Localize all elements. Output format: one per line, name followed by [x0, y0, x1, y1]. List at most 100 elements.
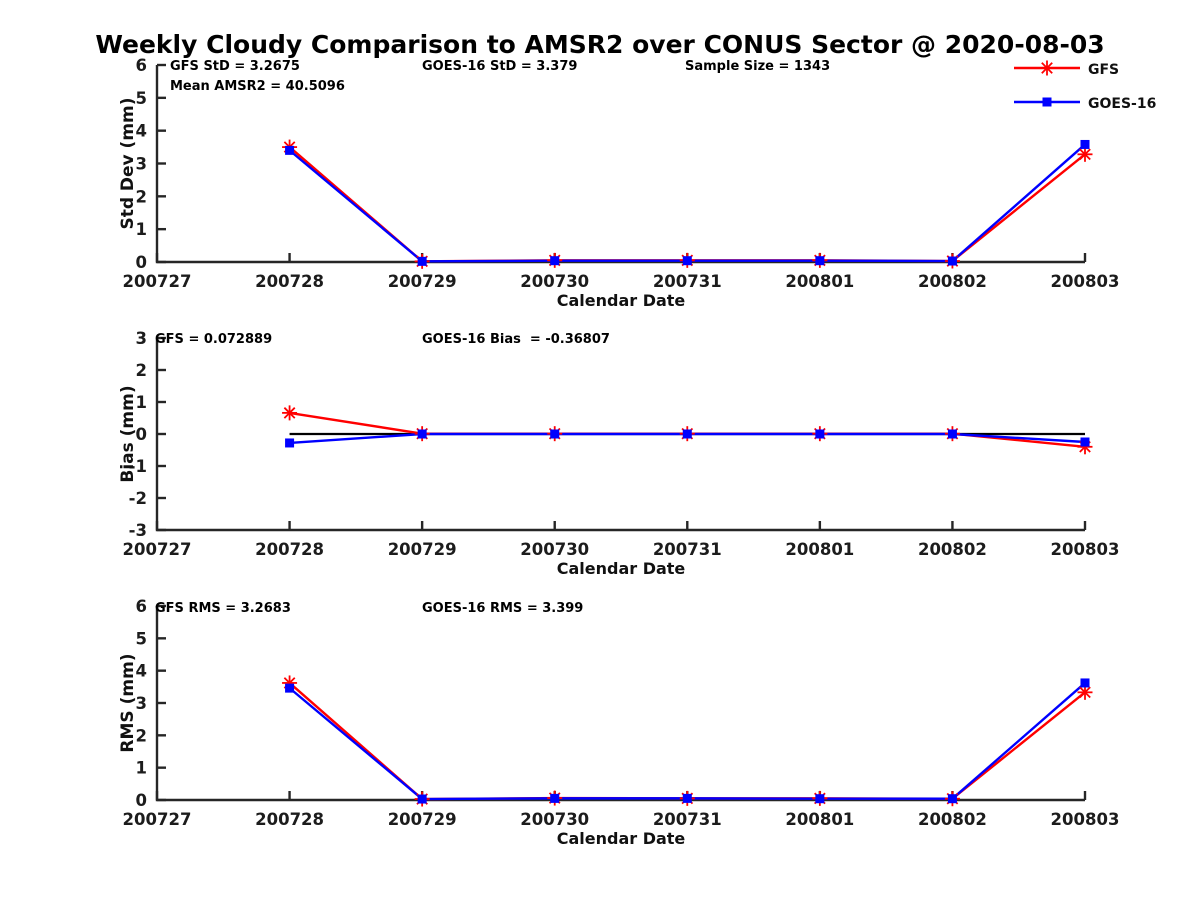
marker-goes-16: [417, 429, 427, 439]
marker-gfs: [1077, 146, 1093, 162]
y-tick-label: 5: [136, 89, 147, 108]
marker-goes-16: [285, 683, 295, 693]
marker-goes-16: [285, 438, 295, 448]
y-tick-label: -2: [129, 489, 147, 508]
marker-goes-16: [1080, 139, 1090, 149]
x-axis-label: Calendar Date: [557, 829, 686, 848]
marker-goes-16: [682, 429, 692, 439]
x-tick-label: 200727: [123, 272, 192, 291]
x-tick-label: 200727: [123, 540, 192, 559]
y-tick-label: 3: [136, 694, 147, 713]
y-tick-label: 1: [136, 393, 147, 412]
series-line-goes-16: [288, 682, 1086, 801]
legend-item-goes16: GOES-16: [1012, 95, 1156, 113]
annotation: GOES-16 Bias = -0.36807: [422, 332, 610, 347]
y-tick-label: 5: [136, 629, 147, 648]
x-tick-label: 200731: [653, 272, 722, 291]
x-tick-label: 200727: [123, 810, 192, 829]
x-tick-label: 200802: [918, 272, 987, 291]
legend-label-gfs: GFS: [1088, 62, 1120, 78]
marker-goes-16: [285, 145, 295, 155]
marker-goes-16: [815, 794, 825, 804]
subplot-std-dev-mm-: 0 1 2 3 4 5 6 200727 200728 200729 200730 200731 200…: [118, 56, 1119, 310]
series-line-gfs: [288, 682, 1086, 801]
legend-label-goes16: GOES-16: [1088, 96, 1157, 112]
x-axis-label: Calendar Date: [557, 291, 686, 310]
x-tick-label: 200729: [388, 540, 457, 559]
marker-gfs: [282, 405, 298, 421]
y-tick-label: 0: [136, 791, 147, 810]
marker-goes-16: [682, 793, 692, 803]
marker-goes-16: [947, 794, 957, 804]
annotation: GOES-16 RMS = 3.399: [422, 601, 583, 616]
x-tick-label: 200803: [1051, 810, 1120, 829]
series-line-gfs: [288, 146, 1086, 263]
y-axis-label: RMS (mm): [118, 653, 138, 752]
y-tick-label: 2: [136, 187, 147, 206]
marker-goes-16: [550, 256, 560, 266]
y-tick-label: 0: [136, 253, 147, 272]
series-line-goes-16: [288, 143, 1086, 263]
marker-goes-16: [947, 256, 957, 266]
annotation: GFS RMS = 3.2683: [155, 601, 291, 616]
y-tick-label: 0: [136, 425, 147, 444]
x-tick-label: 200802: [918, 540, 987, 559]
x-tick-label: 200801: [785, 810, 854, 829]
marker-goes-16: [417, 256, 427, 266]
annotation: GFS = 0.072889: [155, 332, 272, 347]
legend-item-gfs: GFS: [1012, 59, 1156, 81]
marker-goes-16: [682, 256, 692, 266]
x-tick-label: 200730: [520, 810, 589, 829]
marker-goes-16: [550, 793, 560, 803]
y-tick-label: -3: [129, 521, 147, 540]
x-tick-label: 200730: [520, 272, 589, 291]
annotation: Sample Size = 1343: [685, 59, 830, 74]
x-tick-label: 200729: [388, 810, 457, 829]
axis-lines: [155, 65, 1085, 264]
y-tick-label: 3: [136, 155, 147, 174]
chart-title: Weekly Cloudy Comparison to AMSR2 over C…: [95, 30, 1105, 59]
subplot-rms-mm-: 0 1 2 3 4 5 6 200727 200728 200729 200730 200731 200…: [118, 597, 1119, 848]
x-tick-label: 200730: [520, 540, 589, 559]
annotation: GFS StD = 3.2675: [170, 59, 300, 74]
y-tick-label: 2: [136, 361, 147, 380]
y-tick-label: 3: [136, 329, 147, 348]
y-axis-label: Bias (mm): [118, 385, 138, 482]
gfs-legend-swatch-icon: [1014, 60, 1080, 76]
x-tick-label: 200801: [785, 540, 854, 559]
x-tick-label: 200728: [255, 810, 324, 829]
x-tick-label: 200731: [653, 540, 722, 559]
marker-goes-16: [550, 429, 560, 439]
x-tick-label: 200802: [918, 810, 987, 829]
subplot-bias-mm-: -3 -2 -1 0 1 2 3 200727 200728 200729 200730 200731…: [118, 329, 1119, 578]
legend: GFS GOES-16: [1012, 59, 1156, 129]
x-tick-label: 200731: [653, 810, 722, 829]
goes-16-legend-swatch-icon: [1014, 97, 1080, 107]
y-tick-label: 4: [136, 662, 147, 681]
annotation: GOES-16 StD = 3.379: [422, 59, 577, 74]
x-tick-label: 200801: [785, 272, 854, 291]
x-axis-label: Calendar Date: [557, 559, 686, 578]
y-tick-label: 2: [136, 726, 147, 745]
marker-goes-16: [1080, 678, 1090, 688]
x-tick-label: 200729: [388, 272, 457, 291]
goes16-line-marker-icon: [1012, 93, 1082, 115]
gfs-line-marker-icon: [1012, 59, 1082, 81]
axis-lines: [155, 606, 1085, 802]
marker-goes-16: [947, 429, 957, 439]
y-tick-label: 1: [136, 220, 147, 239]
y-tick-label: -1: [129, 457, 147, 476]
x-tick-label: 200803: [1051, 540, 1120, 559]
marker-goes-16: [1042, 97, 1052, 107]
y-tick-label: 4: [136, 122, 147, 141]
x-tick-label: 200728: [255, 272, 324, 291]
y-tick-label: 6: [136, 56, 147, 75]
x-tick-label: 200803: [1051, 272, 1120, 291]
y-axis-label: Std Dev (mm): [118, 97, 138, 229]
marker-goes-16: [1080, 437, 1090, 447]
marker-goes-16: [815, 256, 825, 266]
y-tick-label: 1: [136, 759, 147, 778]
marker-gfs: [1039, 60, 1055, 76]
